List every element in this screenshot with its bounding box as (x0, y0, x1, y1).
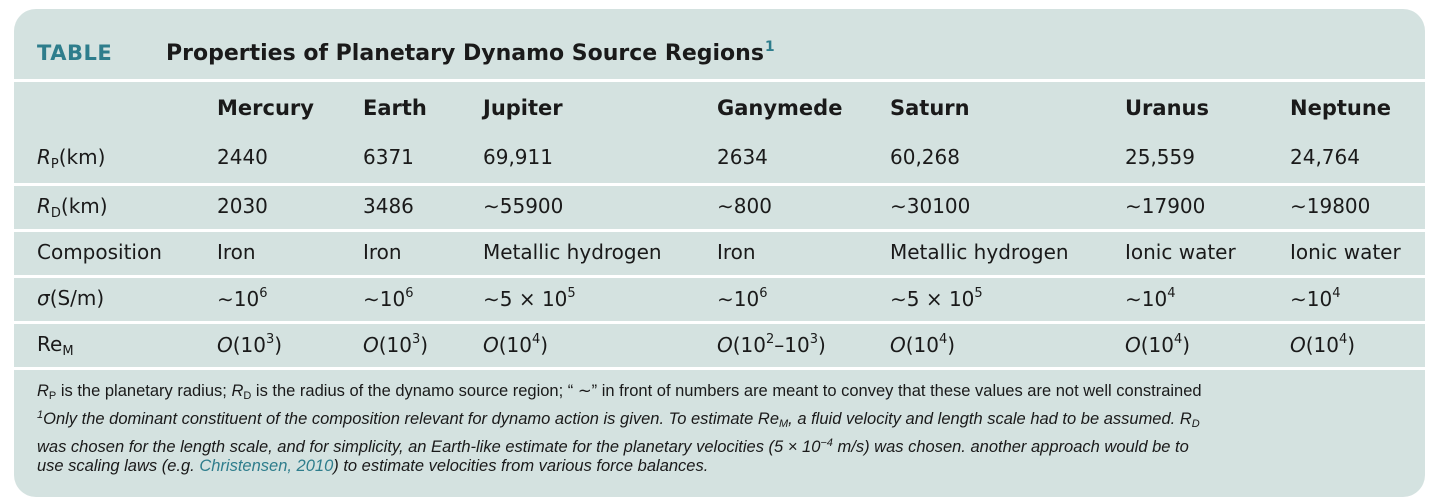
table-cell: O(102–103) (717, 332, 826, 357)
column-header: Earth (363, 96, 427, 120)
table-label: TABLE (37, 41, 113, 65)
table-cell: ∼5 × 105 (890, 286, 983, 311)
table-footnote: RP is the planetary radius; RD is the ra… (37, 382, 1407, 476)
table-cell: Metallic hydrogen (890, 240, 1069, 264)
table-cell: ∼106 (363, 286, 414, 311)
footnote-line: use scaling laws (e.g. Christensen, 2010… (37, 457, 709, 475)
table-cell: 24,764 (1290, 145, 1360, 169)
table-row-composition: Composition Iron Iron Metallic hydrogen … (14, 229, 1425, 275)
table-cell: O(103) (363, 332, 429, 357)
table-cell: 2634 (717, 145, 768, 169)
row-label: σ(S/m) (37, 286, 105, 310)
table-cell: ∼30100 (890, 194, 971, 218)
table-cell: ∼55900 (483, 194, 564, 218)
table-cell: ∼104 (1125, 286, 1176, 311)
row-label: RP(km) (37, 145, 106, 172)
table-cell: ∼106 (217, 286, 268, 311)
table-cell: O(104) (890, 332, 956, 357)
table-title: Properties of Planetary Dynamo Source Re… (166, 39, 775, 66)
table-row-conductivity: σ(S/m) ∼106 ∼106 ∼5 × 105 ∼106 ∼5 × 105 … (14, 275, 1425, 321)
table-title-text: Properties of Planetary Dynamo Source Re… (166, 41, 764, 66)
table-cell: ∼17900 (1125, 194, 1206, 218)
table-cell: Metallic hydrogen (483, 240, 662, 264)
citation-link[interactable]: Christensen, 2010 (199, 457, 334, 475)
table-cell: ∼800 (717, 194, 772, 218)
row-label: RD(km) (37, 194, 108, 221)
column-header: Mercury (217, 96, 314, 120)
footnote-divider (14, 367, 1425, 370)
table-cell: ∼106 (717, 286, 768, 311)
column-header: Uranus (1125, 96, 1209, 120)
table-cell: 2440 (217, 145, 268, 169)
table-cell: ∼104 (1290, 286, 1341, 311)
table-header-row: Mercury Earth Jupiter Ganymede Saturn Ur… (14, 79, 1425, 132)
column-header: Neptune (1290, 96, 1392, 120)
table-cell: 3486 (363, 194, 414, 218)
table-cell: ∼19800 (1290, 194, 1371, 218)
table-cell: 69,911 (483, 145, 553, 169)
table-row-dynamo-radius: RD(km) 2030 3486 ∼55900 ∼800 ∼30100 ∼179… (14, 183, 1425, 229)
table-card: TABLE Properties of Planetary Dynamo Sou… (14, 9, 1425, 497)
table-cell: Iron (363, 240, 402, 264)
row-label: Composition (37, 240, 162, 264)
table-cell: 2030 (217, 194, 268, 218)
table-cell: 60,268 (890, 145, 960, 169)
table-cell: Ionic water (1290, 240, 1401, 264)
table-cell: 6371 (363, 145, 414, 169)
table-cell: Iron (217, 240, 256, 264)
table-cell: O(104) (483, 332, 549, 357)
row-label: ReM (37, 332, 74, 359)
footnote-line: RP is the planetary radius; RD is the ra… (37, 382, 1202, 402)
table-row-planetary-radius: RP(km) 2440 6371 69,911 2634 60,268 25,5… (14, 137, 1425, 177)
table-cell: ∼5 × 105 (483, 286, 576, 311)
table-cell: Ionic water (1125, 240, 1236, 264)
table-row-magnetic-reynolds: ReM O(103) O(103) O(104) O(102–103) O(10… (14, 321, 1425, 370)
footnote-line: 1Only the dominant constituent of the co… (37, 409, 1200, 430)
title-footnote-marker: 1 (764, 39, 775, 55)
table-title-bar: TABLE Properties of Planetary Dynamo Sou… (14, 9, 1425, 79)
column-header: Jupiter (483, 96, 563, 120)
column-header: Saturn (890, 96, 970, 120)
footnote-line: was chosen for the length scale, and for… (37, 437, 1189, 456)
table-cell: O(104) (1290, 332, 1356, 357)
table-cell: Iron (717, 240, 756, 264)
table-cell: O(103) (217, 332, 283, 357)
table-cell: 25,559 (1125, 145, 1195, 169)
column-header: Ganymede (717, 96, 843, 120)
table-cell: O(104) (1125, 332, 1191, 357)
